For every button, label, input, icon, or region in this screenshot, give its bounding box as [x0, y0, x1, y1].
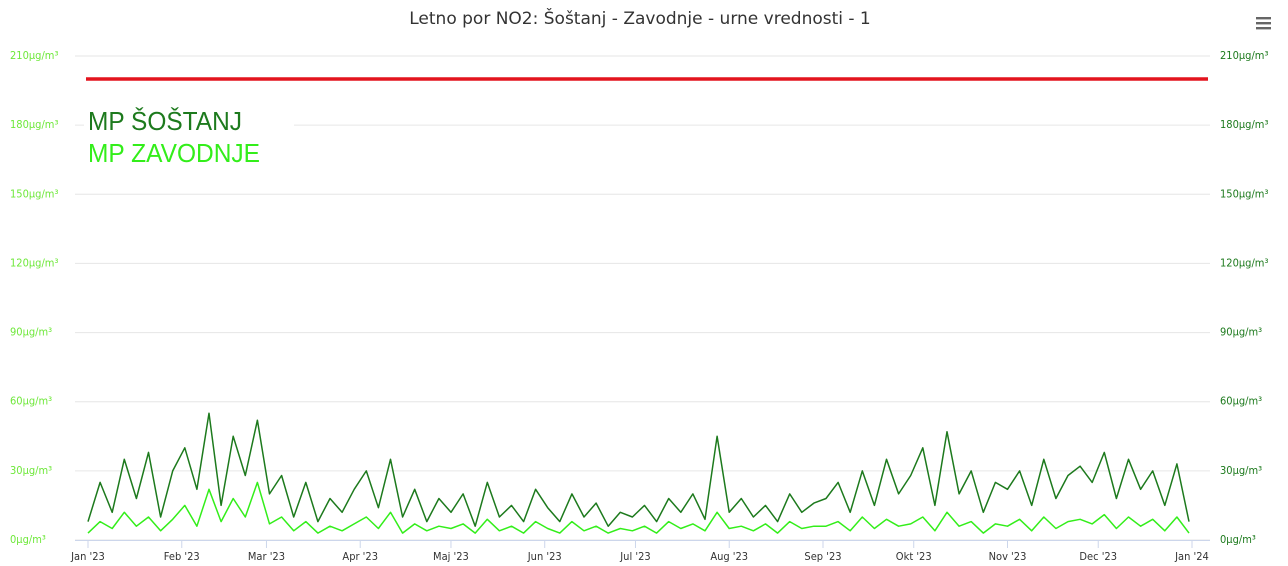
chart-title: Letno por NO2: Šoštanj - Zavodnje - urne… [409, 7, 871, 29]
x-tick-label: Jun '23 [527, 550, 562, 563]
y-tick-label: 30µg/m³ [10, 464, 52, 477]
y-tick-label: 0µg/m³ [10, 533, 46, 546]
menu-bar [1256, 17, 1271, 20]
legend-bg [84, 138, 294, 170]
y-tick-label: 150µg/m³ [10, 187, 58, 200]
x-tick-label: Apr '23 [342, 550, 378, 563]
series-line [87, 412, 1190, 527]
x-tick-label: Aug '23 [710, 550, 748, 563]
y2-tick-label: 180µg/m³ [1220, 118, 1268, 131]
x-tick-label: Maj '23 [433, 550, 469, 563]
y2-tick-label: 210µg/m³ [1220, 49, 1268, 62]
y2-tick-label: 60µg/m³ [1220, 395, 1262, 408]
y2-tick-label: 0µg/m³ [1220, 533, 1256, 546]
y-tick-label: 90µg/m³ [10, 326, 52, 339]
legend-bg [84, 106, 294, 138]
x-tick-label: Sep '23 [804, 550, 841, 563]
legend-item: MP ZAVODNJE [88, 138, 260, 168]
y2-tick-label: 120µg/m³ [1220, 256, 1268, 269]
y-tick-label: 210µg/m³ [10, 49, 58, 62]
x-tick-label: Okt '23 [896, 550, 932, 563]
legend-item: MP ŠOŠTANJ [88, 106, 242, 136]
x-tick-label: Jul '23 [619, 550, 650, 563]
x-tick-label: Dec '23 [1079, 550, 1117, 563]
menu-bar [1256, 22, 1271, 25]
y-tick-label: 60µg/m³ [10, 395, 52, 408]
x-tick-label: Feb '23 [164, 550, 200, 563]
y2-tick-label: 90µg/m³ [1220, 326, 1262, 339]
y2-tick-label: 30µg/m³ [1220, 464, 1262, 477]
x-tick-label: Jan '23 [70, 550, 105, 563]
series-line [87, 481, 1190, 534]
menu-button[interactable] [1254, 14, 1272, 30]
y-tick-label: 180µg/m³ [10, 118, 58, 131]
x-tick-label: Nov '23 [989, 550, 1027, 563]
y2-tick-label: 150µg/m³ [1220, 187, 1268, 200]
x-tick-label: Mar '23 [248, 550, 285, 563]
x-tick-label: Jan '24 [1174, 550, 1209, 563]
y-tick-label: 120µg/m³ [10, 256, 58, 269]
menu-bar [1256, 27, 1271, 30]
